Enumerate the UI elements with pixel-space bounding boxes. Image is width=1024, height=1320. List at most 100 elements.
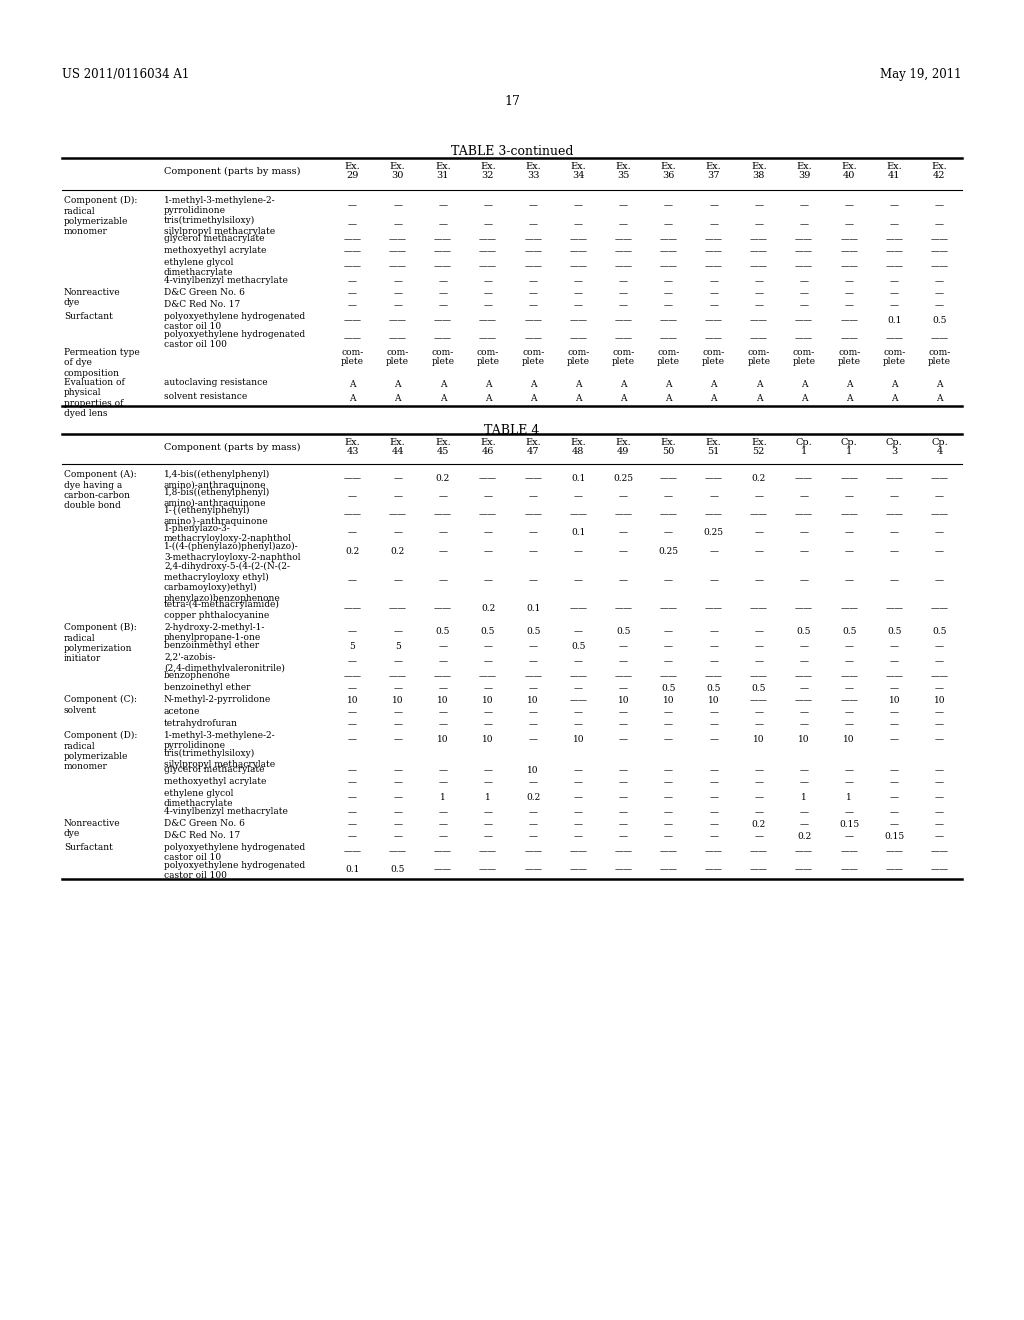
Text: ——: —— bbox=[750, 865, 768, 874]
Text: solvent resistance: solvent resistance bbox=[164, 392, 247, 401]
Text: —: — bbox=[935, 528, 944, 537]
Text: —: — bbox=[755, 492, 763, 502]
Text: 0.5: 0.5 bbox=[662, 684, 676, 693]
Text: —: — bbox=[348, 793, 357, 803]
Text: plete: plete bbox=[476, 356, 500, 366]
Text: ——: —— bbox=[479, 261, 497, 271]
Text: Ex.: Ex. bbox=[345, 162, 360, 172]
Text: —: — bbox=[618, 546, 628, 556]
Text: —: — bbox=[393, 735, 402, 744]
Text: ——: —— bbox=[705, 247, 723, 256]
Text: 0.5: 0.5 bbox=[932, 627, 946, 636]
Text: Cp.: Cp. bbox=[931, 438, 948, 447]
Text: 0.5: 0.5 bbox=[797, 627, 811, 636]
Text: —: — bbox=[755, 277, 763, 286]
Text: —: — bbox=[755, 708, 763, 717]
Text: —: — bbox=[618, 708, 628, 717]
Text: 10: 10 bbox=[527, 696, 539, 705]
Text: 0.25: 0.25 bbox=[703, 528, 724, 537]
Text: —: — bbox=[393, 277, 402, 286]
Text: —: — bbox=[618, 528, 628, 537]
Text: ——: —— bbox=[705, 474, 723, 483]
Text: 42: 42 bbox=[933, 172, 946, 180]
Text: —: — bbox=[573, 546, 583, 556]
Text: Ex.: Ex. bbox=[706, 438, 722, 447]
Text: 1-methyl-3-methylene-2-
pyrrolidinone: 1-methyl-3-methylene-2- pyrrolidinone bbox=[164, 731, 275, 750]
Text: —: — bbox=[483, 719, 493, 729]
Text: —: — bbox=[665, 201, 673, 210]
Text: Ex.: Ex. bbox=[842, 162, 857, 172]
Text: —: — bbox=[665, 777, 673, 787]
Text: —: — bbox=[665, 820, 673, 829]
Text: ——: —— bbox=[795, 315, 813, 325]
Text: —: — bbox=[618, 277, 628, 286]
Text: A: A bbox=[891, 393, 897, 403]
Text: —: — bbox=[393, 627, 402, 636]
Text: Evaluation of
physical
properties of
dyed lens: Evaluation of physical properties of dye… bbox=[63, 378, 125, 418]
Text: —: — bbox=[393, 474, 402, 483]
Text: —: — bbox=[528, 528, 538, 537]
Text: ——: —— bbox=[614, 315, 633, 325]
Text: Ex.: Ex. bbox=[480, 438, 496, 447]
Text: 0.15: 0.15 bbox=[884, 832, 904, 841]
Text: ——: —— bbox=[659, 315, 678, 325]
Text: —: — bbox=[438, 642, 447, 651]
Text: ——: —— bbox=[840, 315, 858, 325]
Text: plete: plete bbox=[521, 356, 545, 366]
Text: —: — bbox=[438, 777, 447, 787]
Text: 4-vinylbenzyl methacrylate: 4-vinylbenzyl methacrylate bbox=[164, 276, 288, 285]
Text: ——: —— bbox=[389, 235, 407, 244]
Text: —: — bbox=[348, 708, 357, 717]
Text: 0.1: 0.1 bbox=[345, 865, 359, 874]
Text: 0.5: 0.5 bbox=[435, 627, 451, 636]
Text: plete: plete bbox=[928, 356, 951, 366]
Text: —: — bbox=[483, 576, 493, 585]
Text: 10: 10 bbox=[437, 696, 449, 705]
Text: Ex.: Ex. bbox=[525, 162, 541, 172]
Text: ——: —— bbox=[614, 247, 633, 256]
Text: —: — bbox=[483, 832, 493, 841]
Text: 37: 37 bbox=[708, 172, 720, 180]
Text: —: — bbox=[935, 657, 944, 667]
Text: Surfactant: Surfactant bbox=[63, 312, 113, 321]
Text: Cp.: Cp. bbox=[841, 438, 857, 447]
Text: —: — bbox=[665, 793, 673, 803]
Text: —: — bbox=[845, 832, 854, 841]
Text: 10: 10 bbox=[889, 696, 900, 705]
Text: —: — bbox=[573, 766, 583, 775]
Text: —: — bbox=[935, 766, 944, 775]
Text: A: A bbox=[756, 393, 762, 403]
Text: —: — bbox=[890, 777, 899, 787]
Text: ——: —— bbox=[795, 672, 813, 681]
Text: —: — bbox=[800, 289, 809, 298]
Text: ——: —— bbox=[479, 672, 497, 681]
Text: A: A bbox=[621, 380, 627, 389]
Text: ——: —— bbox=[840, 261, 858, 271]
Text: 5: 5 bbox=[395, 642, 400, 651]
Text: —: — bbox=[348, 735, 357, 744]
Text: —: — bbox=[618, 777, 628, 787]
Text: ——: —— bbox=[795, 235, 813, 244]
Text: —: — bbox=[755, 627, 763, 636]
Text: 10: 10 bbox=[482, 696, 494, 705]
Text: —: — bbox=[438, 820, 447, 829]
Text: ——: —— bbox=[750, 334, 768, 343]
Text: 1: 1 bbox=[801, 447, 807, 455]
Text: 0.5: 0.5 bbox=[842, 627, 856, 636]
Text: ——: —— bbox=[434, 847, 452, 855]
Text: —: — bbox=[573, 657, 583, 667]
Text: com-: com- bbox=[341, 348, 364, 356]
Text: Component (D):
radical
polymerizable
monomer: Component (D): radical polymerizable mon… bbox=[63, 731, 137, 771]
Text: 30: 30 bbox=[391, 172, 403, 180]
Text: 0.25: 0.25 bbox=[613, 474, 634, 483]
Text: ——: —— bbox=[344, 315, 361, 325]
Text: —: — bbox=[393, 808, 402, 817]
Text: —: — bbox=[483, 642, 493, 651]
Text: 10: 10 bbox=[347, 696, 358, 705]
Text: ——: —— bbox=[840, 235, 858, 244]
Text: —: — bbox=[393, 201, 402, 210]
Text: —: — bbox=[618, 301, 628, 310]
Text: Ex.: Ex. bbox=[932, 162, 947, 172]
Text: ——: —— bbox=[344, 334, 361, 343]
Text: autoclaving resistance: autoclaving resistance bbox=[164, 378, 267, 387]
